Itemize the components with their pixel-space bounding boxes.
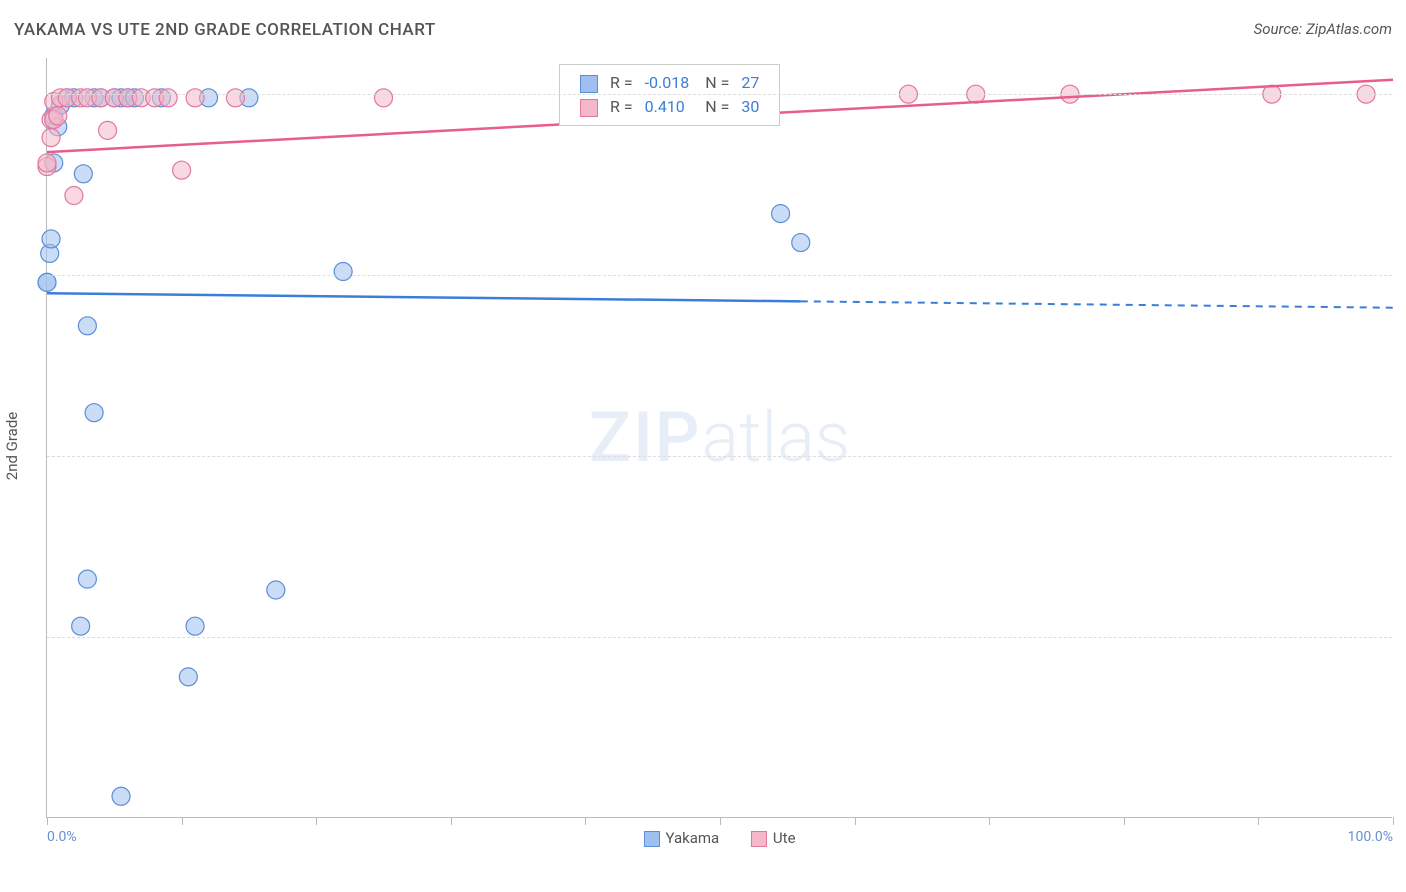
data-point: [49, 107, 67, 125]
data-point: [85, 404, 103, 422]
data-point: [186, 617, 204, 635]
trend-line: [47, 293, 801, 301]
data-point: [179, 668, 197, 686]
xtick: [989, 817, 990, 825]
xtick: [451, 817, 452, 825]
ytick-label: 100.0%: [1397, 86, 1406, 102]
data-point: [792, 234, 810, 252]
yakama-n-value: 27: [735, 71, 765, 95]
data-point: [42, 129, 60, 147]
chart-canvas: [47, 58, 1392, 817]
data-point: [226, 89, 244, 107]
yakama-r-value: -0.018: [639, 71, 696, 95]
data-point: [99, 121, 117, 139]
y-axis-label: 2nd Grade: [3, 412, 21, 480]
chart-source: Source: ZipAtlas.com: [1254, 20, 1392, 38]
data-point: [42, 230, 60, 248]
ute-r-value: 0.410: [639, 95, 696, 119]
data-point: [159, 89, 177, 107]
legend-item-ute: Ute: [751, 829, 796, 847]
data-point: [267, 581, 285, 599]
legend-row-ute: R = 0.410 N = 30: [574, 95, 765, 119]
data-point: [186, 89, 204, 107]
yakama-swatch: [580, 75, 598, 93]
xtick-label: 0.0%: [47, 829, 77, 845]
ytick-label: 95.0%: [1397, 448, 1406, 464]
chart-header: YAKAMA VS UTE 2ND GRADE CORRELATION CHAR…: [14, 20, 1392, 48]
ytick-label: 92.5%: [1397, 629, 1406, 645]
data-point: [72, 617, 90, 635]
ute-swatch-icon: [751, 831, 767, 847]
plot-area: ZIPatlas R = -0.018 N = 27 R = 0.410 N =…: [46, 58, 1392, 818]
xtick: [47, 817, 48, 825]
xtick: [1258, 817, 1259, 825]
ute-swatch: [580, 99, 598, 117]
data-point: [65, 187, 83, 205]
chart-title: YAKAMA VS UTE 2ND GRADE CORRELATION CHAR…: [14, 20, 436, 40]
xtick: [1393, 817, 1394, 825]
data-point: [74, 165, 92, 183]
trend-line-extrapolated: [801, 301, 1393, 307]
yakama-swatch-icon: [643, 831, 659, 847]
data-point: [334, 263, 352, 281]
legend-row-yakama: R = -0.018 N = 27: [574, 71, 765, 95]
data-point: [173, 161, 191, 179]
series-legend: Yakama Ute: [629, 829, 809, 847]
xtick: [182, 817, 183, 825]
data-point: [38, 154, 56, 172]
legend-item-yakama: Yakama: [643, 829, 722, 847]
ute-n-value: 30: [735, 95, 765, 119]
data-point: [78, 570, 96, 588]
xtick: [1124, 817, 1125, 825]
data-point: [78, 317, 96, 335]
xtick: [316, 817, 317, 825]
data-point: [375, 89, 393, 107]
xtick: [855, 817, 856, 825]
gridline: [47, 456, 1392, 457]
data-point: [112, 787, 130, 805]
data-point: [772, 205, 790, 223]
xtick: [585, 817, 586, 825]
gridline: [47, 94, 1392, 95]
ytick-label: 97.5%: [1397, 267, 1406, 283]
xtick: [720, 817, 721, 825]
gridline: [47, 637, 1392, 638]
gridline: [47, 275, 1392, 276]
xtick-label: 100.0%: [1348, 829, 1393, 845]
